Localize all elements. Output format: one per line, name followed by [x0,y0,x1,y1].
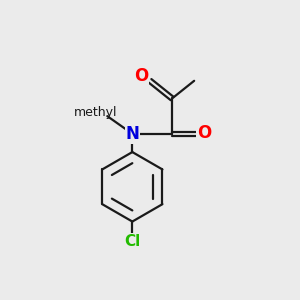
Text: methyl: methyl [74,106,118,119]
Text: O: O [197,124,211,142]
Text: N: N [125,125,139,143]
Text: Cl: Cl [124,234,140,249]
Text: O: O [134,67,148,85]
